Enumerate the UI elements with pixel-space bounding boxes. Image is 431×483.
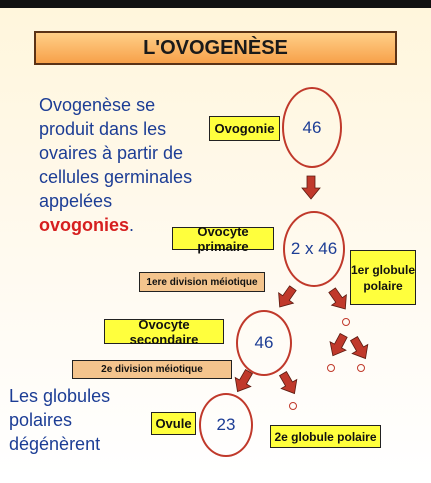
ovocyte-primaire-label: Ovocyte primaire — [172, 224, 274, 254]
ovocyte-primaire-label-text: Ovocyte primaire — [197, 223, 249, 254]
globule2-label-text: 2e globule polaire — [274, 429, 377, 444]
arrow-down-left-icon — [229, 366, 258, 397]
outro-text: Les globules polaires dégénèrent — [9, 386, 111, 454]
ovocyte-secondaire-label-text: Ovocyte secondaire — [129, 316, 199, 347]
bottom-frame-bar — [0, 476, 431, 483]
ovogonie-label-text: Ovogonie — [214, 121, 275, 136]
arrow-down-right-icon — [274, 368, 303, 399]
ovocyte-secondaire-count: 46 — [254, 333, 274, 352]
arrow-down-right-icon — [345, 333, 374, 364]
polar-body-circle — [342, 318, 350, 326]
intro-text: Ovogenèse se produit dans les ovaires à … — [39, 93, 194, 237]
polar-body-circle — [327, 364, 335, 372]
arrow-down-icon — [301, 175, 321, 200]
polar-body-circle — [289, 402, 297, 410]
ovocyte-secondaire-label: Ovocyte secondaire — [104, 316, 224, 347]
ovocyte-primaire-count: 2 x 46 — [290, 239, 338, 258]
title-bar: L'OVOGENÈSE — [34, 31, 397, 65]
division1-label-text: 1ere division méiotique — [146, 276, 258, 288]
intro-body: Ovogenèse se produit dans les ovaires à … — [39, 95, 193, 211]
ovule-count: 23 — [216, 415, 236, 434]
arrow-down-left-icon — [324, 330, 352, 361]
ovogonie-count: 46 — [302, 117, 322, 137]
polar-body-circle — [357, 364, 365, 372]
arrows-layer — [229, 175, 374, 399]
ovogonie-label: Ovogonie — [209, 116, 280, 141]
ovule-label: Ovule — [151, 412, 196, 435]
page-title: L'OVOGENÈSE — [143, 36, 288, 59]
division1-label: 1ere division méiotique — [139, 272, 265, 292]
arrow-down-left-icon — [271, 282, 301, 313]
globule2-label: 2e globule polaire — [270, 425, 381, 448]
arrow-down-right-icon — [324, 284, 354, 315]
ovocyte-secondaire-circle: 46 — [236, 310, 292, 376]
top-frame-bar — [0, 0, 431, 8]
globule1-label-text: 1er globule polaire — [351, 262, 416, 293]
intro-suffix: . — [129, 215, 135, 235]
slide: L'OVOGENÈSE Ovogenèse se produit dans le… — [0, 8, 431, 476]
division2-label-text: 2e division méiotique — [101, 364, 203, 375]
division2-label: 2e division méiotique — [72, 360, 232, 379]
ovocyte-primaire-circle: 2 x 46 — [283, 211, 345, 287]
intro-highlight: ovogonies — [39, 215, 130, 235]
globule1-label: 1er globule polaire — [350, 250, 416, 305]
ovule-circle: 23 — [199, 393, 253, 457]
ovogonie-circle: 46 — [282, 87, 342, 168]
ovule-label-text: Ovule — [155, 416, 192, 431]
